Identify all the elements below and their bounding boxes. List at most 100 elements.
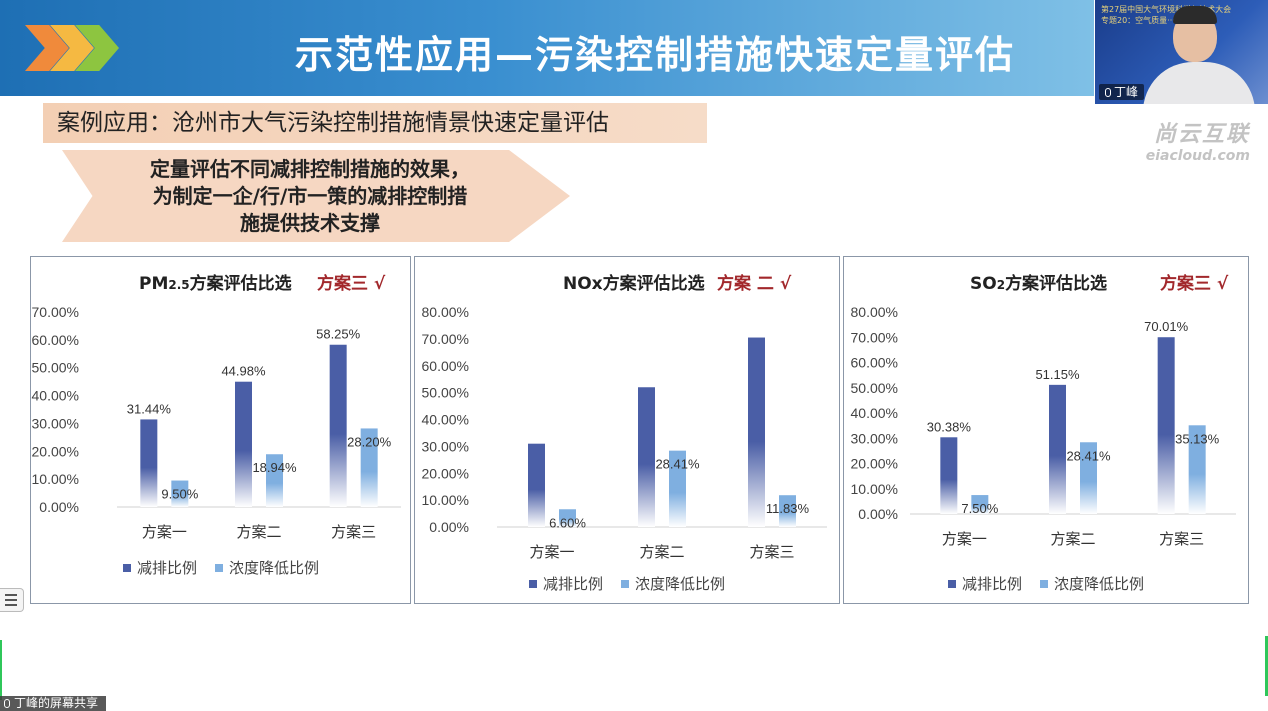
bar-concentration [171,480,189,507]
chart-nox: 0.00% 10.00% 20.00% 30.00% 40.00% 50.00% 60.00… [414,256,840,604]
speaker-name: 丁峰 [1114,85,1139,99]
data-label: 70.01% [1144,319,1189,334]
bar-concentration [1188,425,1206,514]
watermark-cn: 尚云互联 [1153,122,1250,147]
y-tick-label: 20.00% [32,443,79,459]
x-category-label: 方案二 [236,523,281,541]
y-tick-label: 20.00% [422,465,469,481]
title-main: PM [139,274,169,294]
legend-swatch [1040,579,1049,588]
legend-item: 减排比例 [123,557,197,578]
y-tick-label: 70.00% [851,329,898,345]
data-label: 11.83% [766,501,810,516]
video-poster-text: 第27届中国大气环境科学与技术大会 专题20：空气质量···城分因化 [1101,4,1261,26]
share-border-left [0,640,2,700]
speaker-video[interactable]: 第27届中国大气环境科学与技术大会 专题20：空气质量···城分因化 丁峰 [1095,0,1268,104]
data-label: 30.38% [927,419,972,434]
legend-label: 浓度降低比例 [229,559,320,577]
title-rest: 方案评估比选 [1005,274,1108,294]
y-tick-label: 0.00% [39,499,79,515]
chart-so2: 0.00% 10.00% 20.00% 30.00% 40.00% 50.00% 60.00… [843,256,1249,604]
bar-reduction [1157,337,1175,514]
legend-label: 减排比例 [962,575,1023,593]
bar-concentration [669,450,686,527]
chart-title: SO2方案评估比选 [970,269,1107,294]
y-tick-label: 60.00% [851,355,898,371]
title-sub: 2.5 [168,278,190,292]
legend-item: 浓度降低比例 [621,573,725,594]
chart-pm25-svg: 0.00% 10.00% 20.00% 30.00% 40.00% 50.00% 60.00… [32,304,401,541]
x-category-label: 方案三 [331,523,376,541]
chart-title: NOx方案评估比选 [563,269,705,294]
bar-reduction [940,437,958,514]
chart-legend: 减排比例 浓度降低比例 [123,557,319,578]
y-tick-label: 40.00% [851,405,898,421]
legend-label: 减排比例 [137,559,198,577]
speaker-name-tag: 丁峰 [1099,84,1145,100]
title-sub: 2 [996,278,1006,292]
bar-reduction [1049,384,1066,514]
y-tick-label: 70.00% [422,331,469,347]
microphone-icon [1105,87,1111,97]
chart-choice: 方案三 √ [317,274,386,294]
x-category-label: 方案一 [942,530,987,548]
legend-item: 浓度降低比例 [1040,573,1144,594]
list-icon [5,594,17,596]
chart-nox-svg: 0.00% 10.00% 20.00% 30.00% 40.00% 50.00% 60.00… [422,304,827,561]
y-tick-label: 0.00% [429,519,469,535]
data-label: 6.60% [549,515,586,530]
arrow-line: 施提供技术支撑 [240,211,380,235]
watermark-en: eiacloud.com [1145,148,1250,164]
chart-choice: 方案三 √ [1160,274,1229,294]
chart-legend: 减排比例 浓度降低比例 [529,573,725,594]
list-icon [5,604,17,606]
y-tick-label: 60.00% [32,332,79,348]
y-tick-label: 80.00% [851,304,898,320]
data-label: 18.94% [252,460,297,475]
slide-header: 示范性应用—污染控制措施快速定量评估 [0,0,1094,96]
x-category-label: 方案一 [529,543,574,561]
title-main: SO [970,274,997,294]
y-tick-label: 80.00% [422,304,469,320]
list-icon [5,599,17,601]
y-tick-label: 40.00% [32,388,79,404]
title-rest: 方案评估比选 [602,274,705,294]
bar-reduction [329,344,347,507]
title-main: NOx [563,274,603,294]
x-category-label: 方案三 [749,543,794,561]
case-banner: 案例应用：沧州市大气污染控制措施情景快速定量评估 [43,103,707,143]
side-panel-toggle[interactable] [0,588,24,612]
bar-concentration [779,495,796,527]
x-category-label: 方案三 [1159,530,1204,548]
y-tick-label: 70.00% [32,304,79,320]
share-border-right [1265,636,1268,696]
chart-pm25: 0.00% 10.00% 20.00% 30.00% 40.00% 50.00% 60.00… [30,256,411,604]
screen-share-indicator[interactable]: 丁峰的屏幕共享 [0,696,107,711]
y-tick-label: 20.00% [851,456,898,472]
legend-label: 减排比例 [543,575,604,593]
data-label: 9.50% [161,487,198,502]
y-tick-label: 30.00% [851,430,898,446]
data-label: 31.44% [127,401,172,416]
bar-concentration [1080,442,1097,514]
bar-concentration [971,495,989,514]
chart-choice: 方案 二 √ [717,274,792,294]
chart-title: PM2.5方案评估比选 [139,269,292,294]
slide-title: 示范性应用—污染控制措施快速定量评估 [294,33,1015,77]
poster-line: 专题20：空气质量···城分因化 [1101,16,1207,25]
arrow-banner-text: 定量评估不同减排控制措施的效果， 为制定一企/行/市一策的减排控制措 施提供技术… [110,156,510,237]
legend-label: 浓度降低比例 [1054,575,1145,593]
speaker-hair [1173,6,1217,24]
y-tick-label: 0.00% [858,506,898,522]
data-label: 7.50% [961,501,998,516]
legend-swatch [621,579,630,588]
data-label: 35.13% [1175,431,1220,446]
bar-reduction [235,381,252,507]
bar-concentration [266,454,283,507]
y-tick-label: 10.00% [851,481,898,497]
bar-reduction [638,387,655,527]
data-label: 28.41% [655,457,700,472]
bar-concentration [559,509,576,527]
legend-swatch [123,563,131,572]
data-label: 51.15% [1035,367,1080,382]
